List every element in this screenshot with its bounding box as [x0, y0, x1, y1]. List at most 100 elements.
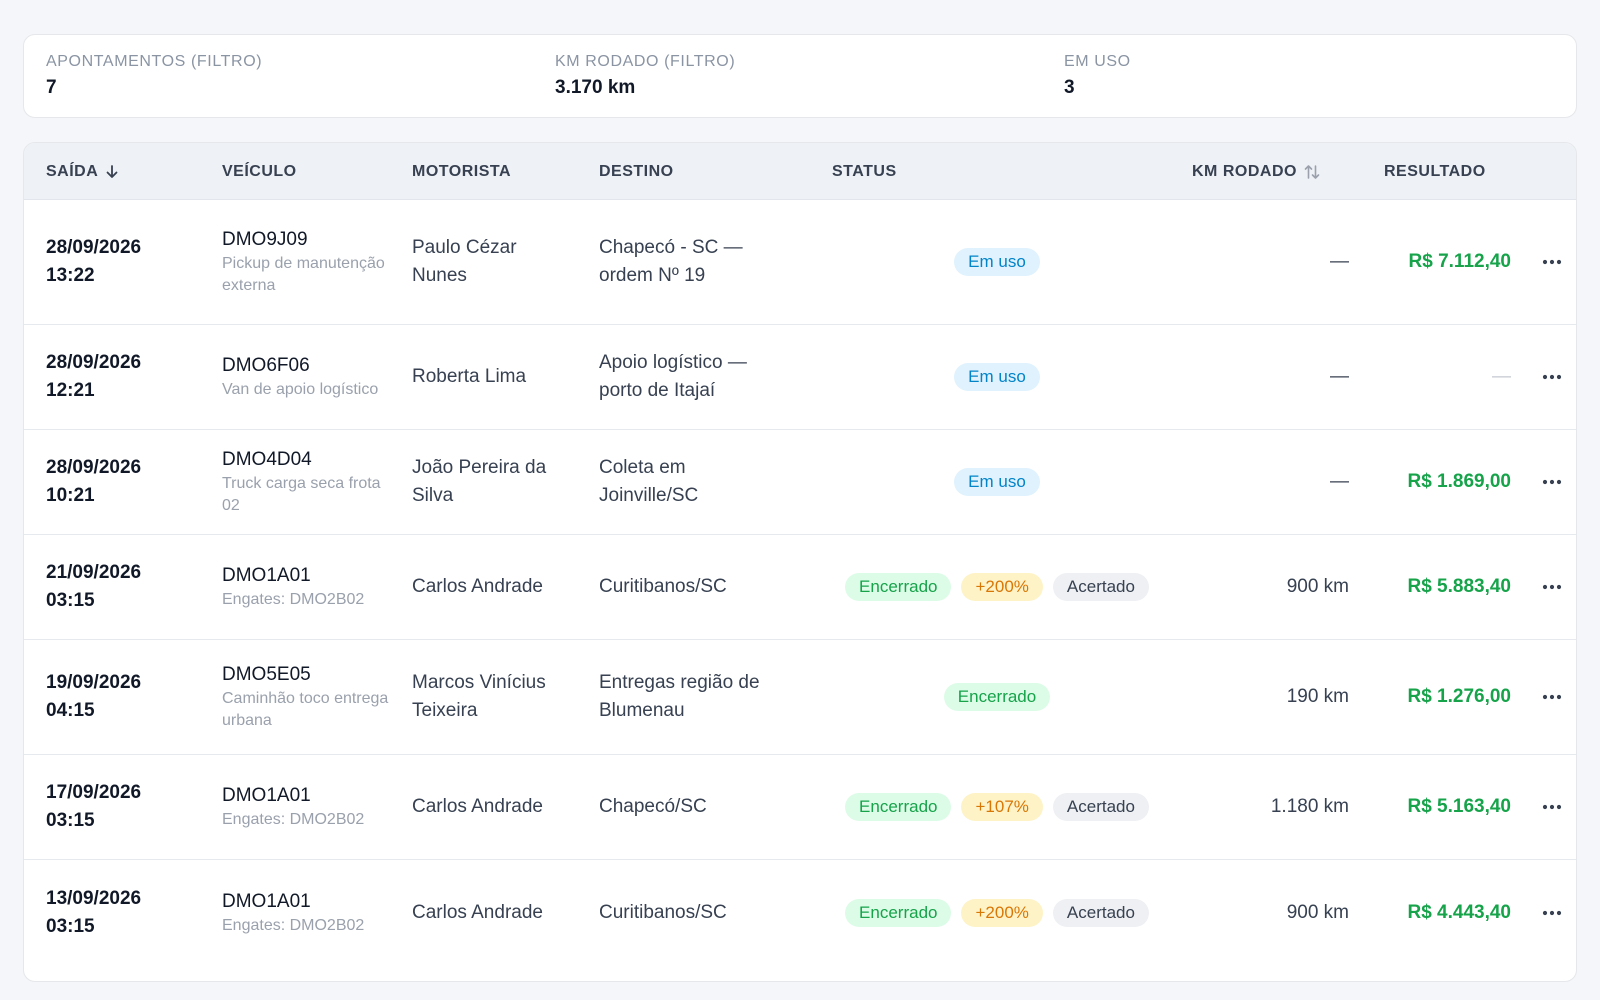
km-value: 900 km: [1286, 901, 1349, 923]
cell-km: —: [1164, 430, 1349, 534]
cell-destino: Curitibanos/SC: [599, 535, 789, 639]
driver-name: João Pereira da Silva: [412, 457, 547, 506]
more-horizontal-icon: [1542, 804, 1562, 810]
status-badge: Encerrado: [943, 683, 1051, 711]
cell-resultado: R$ 4.443,40: [1354, 860, 1511, 965]
cell-motorista: Carlos Andrade: [412, 755, 562, 859]
cell-saida: 17/09/2026 03:15: [46, 755, 206, 859]
cell-status: Em uso: [832, 430, 1172, 534]
row-actions-button[interactable]: [1534, 640, 1570, 754]
column-header-motorista[interactable]: MOTORISTA: [412, 163, 512, 180]
cell-saida: 19/09/2026 04:15: [46, 640, 206, 754]
stat-records: APONTAMENTOS (FILTRO) 7: [46, 53, 262, 99]
arrow-down-icon: [106, 164, 118, 178]
table-row[interactable]: 21/09/2026 03:15 DMO1A01 Engates: DMO2B02 Ca…: [24, 535, 1576, 640]
cell-km: 190 km: [1164, 640, 1349, 754]
vehicle-description: Engates: DMO2B02: [222, 591, 365, 608]
table-row[interactable]: 13/09/2026 03:15 DMO1A01 Engates: DMO2B02 Ca…: [24, 860, 1576, 965]
driver-name: Paulo Cézar Nunes: [412, 237, 517, 286]
cell-km: 1.180 km: [1164, 755, 1349, 859]
more-horizontal-icon: [1542, 374, 1562, 380]
column-header-saida[interactable]: SAÍDA: [46, 143, 120, 200]
vehicle-plate: DMO1A01: [222, 785, 311, 806]
cell-motorista: Marcos Vinícius Teixeira: [412, 640, 562, 754]
column-header-veiculo[interactable]: VEÍCULO: [222, 163, 297, 180]
saida-time: 03:15: [46, 810, 95, 831]
row-actions-button[interactable]: [1534, 200, 1570, 324]
saida-date: 28/09/2026: [46, 237, 142, 258]
vehicle-description: Engates: DMO2B02: [222, 811, 365, 828]
cell-status: Encerrado: [832, 640, 1172, 754]
cell-destino: Chapecó/SC: [599, 755, 789, 859]
column-header-km[interactable]: KM RODADO: [1192, 143, 1321, 200]
table-row[interactable]: 19/09/2026 04:15 DMO5E05 Caminhão toco entr…: [24, 640, 1576, 755]
cell-motorista: Paulo Cézar Nunes: [412, 200, 562, 324]
km-value: 900 km: [1286, 576, 1349, 597]
km-value: —: [1330, 251, 1349, 272]
cell-km: —: [1164, 200, 1349, 324]
percent-badge: +200%: [961, 573, 1043, 601]
row-actions-button[interactable]: [1534, 430, 1570, 534]
cell-veiculo: DMO6F06 Van de apoio logístico: [222, 325, 392, 429]
row-actions-button[interactable]: [1534, 325, 1570, 429]
row-actions-button[interactable]: [1534, 535, 1570, 639]
column-header-resultado[interactable]: RESULTADO: [1384, 163, 1486, 180]
cell-saida: 21/09/2026 03:15: [46, 535, 206, 639]
more-horizontal-icon: [1542, 694, 1562, 700]
status-badge: Em uso: [954, 248, 1040, 276]
saida-time: 10:21: [46, 485, 95, 506]
destination-text: Coleta em Joinville/SC: [599, 457, 699, 506]
saida-date: 17/09/2026: [46, 782, 142, 803]
status-badge: Encerrado: [845, 898, 952, 927]
vehicle-plate: DMO9J09: [222, 229, 308, 250]
cell-resultado: —: [1354, 325, 1511, 429]
driver-name: Carlos Andrade: [412, 901, 543, 923]
cell-destino: Entregas região de Blumenau: [599, 640, 789, 754]
status-badge: Em uso: [954, 468, 1040, 496]
more-horizontal-icon: [1542, 584, 1562, 590]
cell-km: 900 km: [1164, 860, 1349, 965]
table-row[interactable]: 28/09/2026 12:21 DMO6F06 Van de apoio logís…: [24, 325, 1576, 430]
cell-resultado: R$ 1.276,00: [1354, 640, 1511, 754]
cell-resultado: R$ 5.883,40: [1354, 535, 1511, 639]
vehicle-description: Van de apoio logístico: [222, 381, 379, 398]
vehicle-description: Caminhão toco entrega urbana: [222, 690, 389, 729]
cell-resultado: R$ 1.869,00: [1354, 430, 1511, 534]
column-header-saida-label: SAÍDA: [46, 163, 99, 180]
row-actions-button[interactable]: [1534, 860, 1570, 965]
table-row[interactable]: 28/09/2026 13:22 DMO9J09 Pickup de manutenç…: [24, 200, 1576, 325]
saida-date: 28/09/2026: [46, 352, 142, 373]
more-horizontal-icon: [1542, 479, 1562, 485]
cell-veiculo: DMO1A01 Engates: DMO2B02: [222, 755, 392, 859]
km-value: 190 km: [1286, 686, 1349, 707]
destination-text: Chapecó - SC — ordem Nº 19: [599, 237, 743, 286]
table-row[interactable]: 17/09/2026 03:15 DMO1A01 Engates: DMO2B02 Ca…: [24, 755, 1576, 860]
saida-time: 04:15: [46, 700, 95, 721]
saida-date: 21/09/2026: [46, 562, 142, 583]
cell-veiculo: DMO5E05 Caminhão toco entrega urbana: [222, 640, 392, 754]
row-actions-button[interactable]: [1534, 755, 1570, 859]
saida-time: 03:15: [46, 590, 95, 611]
cell-motorista: João Pereira da Silva: [412, 430, 562, 534]
result-value: —: [1492, 366, 1511, 387]
saida-date: 19/09/2026: [46, 672, 142, 693]
vehicle-plate: DMO1A01: [222, 565, 311, 586]
driver-name: Carlos Andrade: [412, 796, 543, 817]
result-value: R$ 7.112,40: [1408, 251, 1511, 272]
column-header-destino[interactable]: DESTINO: [599, 163, 674, 180]
cell-veiculo: DMO4D04 Truck carga seca frota 02: [222, 430, 392, 534]
vehicle-description: Pickup de manutenção externa: [222, 255, 385, 294]
cell-veiculo: DMO1A01 Engates: DMO2B02: [222, 535, 392, 639]
result-value: R$ 4.443,40: [1407, 901, 1511, 923]
stat-records-value: 7: [46, 77, 57, 98]
more-horizontal-icon: [1542, 910, 1562, 915]
cell-resultado: R$ 7.112,40: [1354, 200, 1511, 324]
percent-badge: +200%: [961, 898, 1043, 927]
column-header-status[interactable]: STATUS: [832, 163, 897, 180]
cell-motorista: Carlos Andrade: [412, 860, 562, 965]
cell-status: Em uso: [832, 325, 1172, 429]
vehicle-plate: DMO4D04: [222, 449, 312, 470]
driver-name: Carlos Andrade: [412, 576, 543, 597]
settled-badge: Acertado: [1052, 793, 1149, 821]
table-row[interactable]: 28/09/2026 10:21 DMO4D04 Truck carga seca f…: [24, 430, 1576, 535]
